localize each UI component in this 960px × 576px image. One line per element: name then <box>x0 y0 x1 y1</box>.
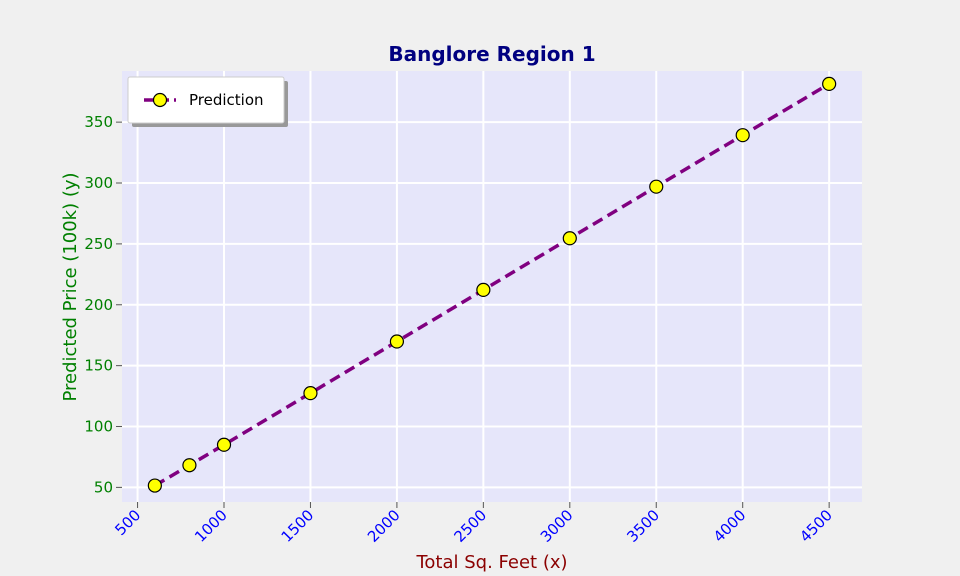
legend-label-prediction: Prediction <box>189 91 264 109</box>
y-tick-label: 200 <box>84 296 113 314</box>
y-axis-ticks: 50 100 150 200 250 300 350 <box>84 113 122 496</box>
y-tick-label: 250 <box>84 235 113 253</box>
data-point <box>735 128 750 143</box>
y-tick-label: 100 <box>84 418 113 436</box>
y-axis-label: Predicted Price (100k) (y) <box>60 172 81 401</box>
data-point <box>389 334 405 349</box>
series-layer <box>147 76 837 493</box>
data-point <box>147 478 162 493</box>
legend: Prediction <box>127 76 288 127</box>
data-point <box>649 179 664 194</box>
legend-marker-swatch <box>152 92 168 108</box>
series-line-prediction <box>153 82 831 488</box>
data-point <box>303 386 318 401</box>
y-tick-label: 350 <box>84 113 113 131</box>
chart-title: Banglore Region 1 <box>388 42 595 66</box>
data-point <box>822 76 837 92</box>
data-point <box>476 282 491 298</box>
y-tick-label: 300 <box>84 174 113 192</box>
legend-box <box>127 76 285 124</box>
data-point <box>182 458 197 473</box>
x-axis-label: Total Sq. Feet (x) <box>415 552 567 573</box>
data-point <box>562 231 577 246</box>
y-tick-label: 50 <box>94 478 113 496</box>
data-point <box>216 437 232 452</box>
y-tick-label: 150 <box>84 357 113 375</box>
